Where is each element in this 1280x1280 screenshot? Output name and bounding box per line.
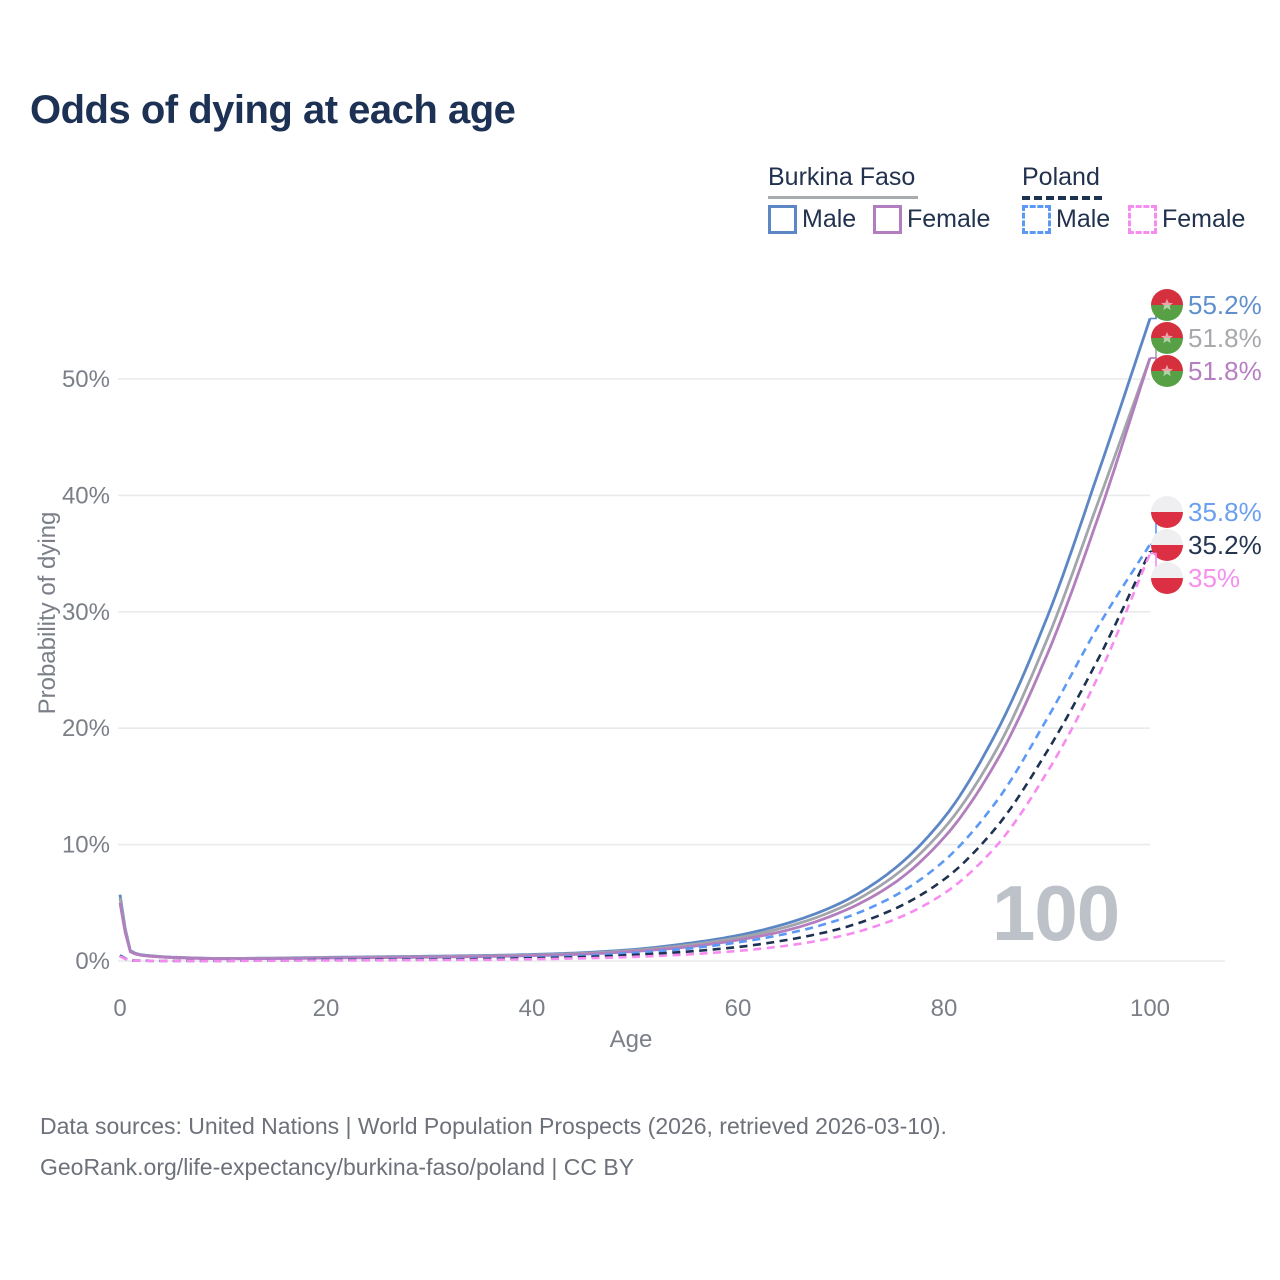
series-line-poland-female bbox=[119, 553, 1152, 963]
series-line-burkina-faso-male bbox=[118, 318, 1152, 960]
legend-item-label: Male bbox=[1056, 205, 1111, 233]
legend-item-poland-female[interactable]: Female bbox=[1128, 205, 1245, 234]
poland-flag-icon bbox=[1151, 529, 1183, 561]
burkina-faso-female-swatch-icon bbox=[873, 205, 902, 234]
burkina-faso-flag-icon bbox=[1151, 289, 1183, 321]
x-tick-label: 0 bbox=[113, 995, 126, 1022]
poland-flag-icon bbox=[1151, 562, 1183, 594]
y-tick-label: 50% bbox=[62, 366, 110, 393]
series-end-value-label: 35.8% bbox=[1188, 497, 1262, 527]
y-tick-label: 40% bbox=[62, 482, 110, 509]
poland-male-swatch-icon bbox=[1022, 205, 1051, 234]
burkina-faso-male-swatch-icon bbox=[768, 205, 797, 234]
series-line-burkina-faso-female bbox=[118, 357, 1152, 961]
data-source-footer: Data sources: United Nations | World Pop… bbox=[40, 1106, 947, 1188]
burkina-faso-flag-icon bbox=[1151, 355, 1183, 387]
legend-item-burkina-faso-female[interactable]: Female bbox=[873, 205, 990, 234]
y-tick-label: 30% bbox=[62, 599, 110, 626]
legend-item-poland-male[interactable]: Male bbox=[1022, 205, 1110, 234]
x-tick-label: 20 bbox=[313, 995, 340, 1022]
legend-underline-burkina-faso bbox=[768, 196, 918, 199]
footer-line-1: Data sources: United Nations | World Pop… bbox=[40, 1113, 947, 1139]
y-tick-label: 20% bbox=[62, 715, 110, 742]
page-title: Odds of dying at each age bbox=[30, 88, 516, 132]
legend-item-label: Male bbox=[802, 205, 857, 233]
series-end-value-label: 35% bbox=[1188, 563, 1240, 593]
legend-item-label: Female bbox=[907, 205, 991, 233]
burkina-faso-flag-icon bbox=[1151, 322, 1183, 354]
x-tick-label: 80 bbox=[931, 995, 958, 1022]
series-line-poland-both-sexes bbox=[119, 550, 1152, 963]
y-tick-label: 10% bbox=[62, 832, 110, 859]
legend-group-title-burkina-faso: Burkina Faso bbox=[768, 163, 916, 191]
poland-female-swatch-icon bbox=[1128, 205, 1157, 234]
y-tick-label: 0% bbox=[75, 948, 110, 975]
series-end-value-label: 51.8% bbox=[1188, 323, 1262, 353]
series-line-burkina-faso-both-sexes bbox=[118, 357, 1152, 960]
footer-line-2: GeoRank.org/life-expectancy/burkina-faso… bbox=[40, 1154, 635, 1180]
x-tick-label: 100 bbox=[1130, 995, 1170, 1022]
x-tick-label: 60 bbox=[725, 995, 752, 1022]
poland-flag-icon bbox=[1151, 496, 1183, 528]
x-tick-label: 40 bbox=[519, 995, 546, 1022]
legend-underline-poland bbox=[1022, 196, 1102, 200]
x-axis-title: Age bbox=[609, 1026, 653, 1053]
series-end-value-label: 51.8% bbox=[1188, 356, 1262, 386]
series-line-poland-male bbox=[119, 543, 1152, 963]
series-end-value-label: 55.2% bbox=[1188, 290, 1262, 320]
legend-group-title-poland: Poland bbox=[1022, 163, 1100, 191]
legend-item-burkina-faso-male[interactable]: Male bbox=[768, 205, 856, 234]
legend-item-label: Female bbox=[1162, 205, 1246, 233]
series-end-value-label: 35.2% bbox=[1188, 530, 1262, 560]
age-counter-watermark: 100 bbox=[992, 869, 1120, 957]
